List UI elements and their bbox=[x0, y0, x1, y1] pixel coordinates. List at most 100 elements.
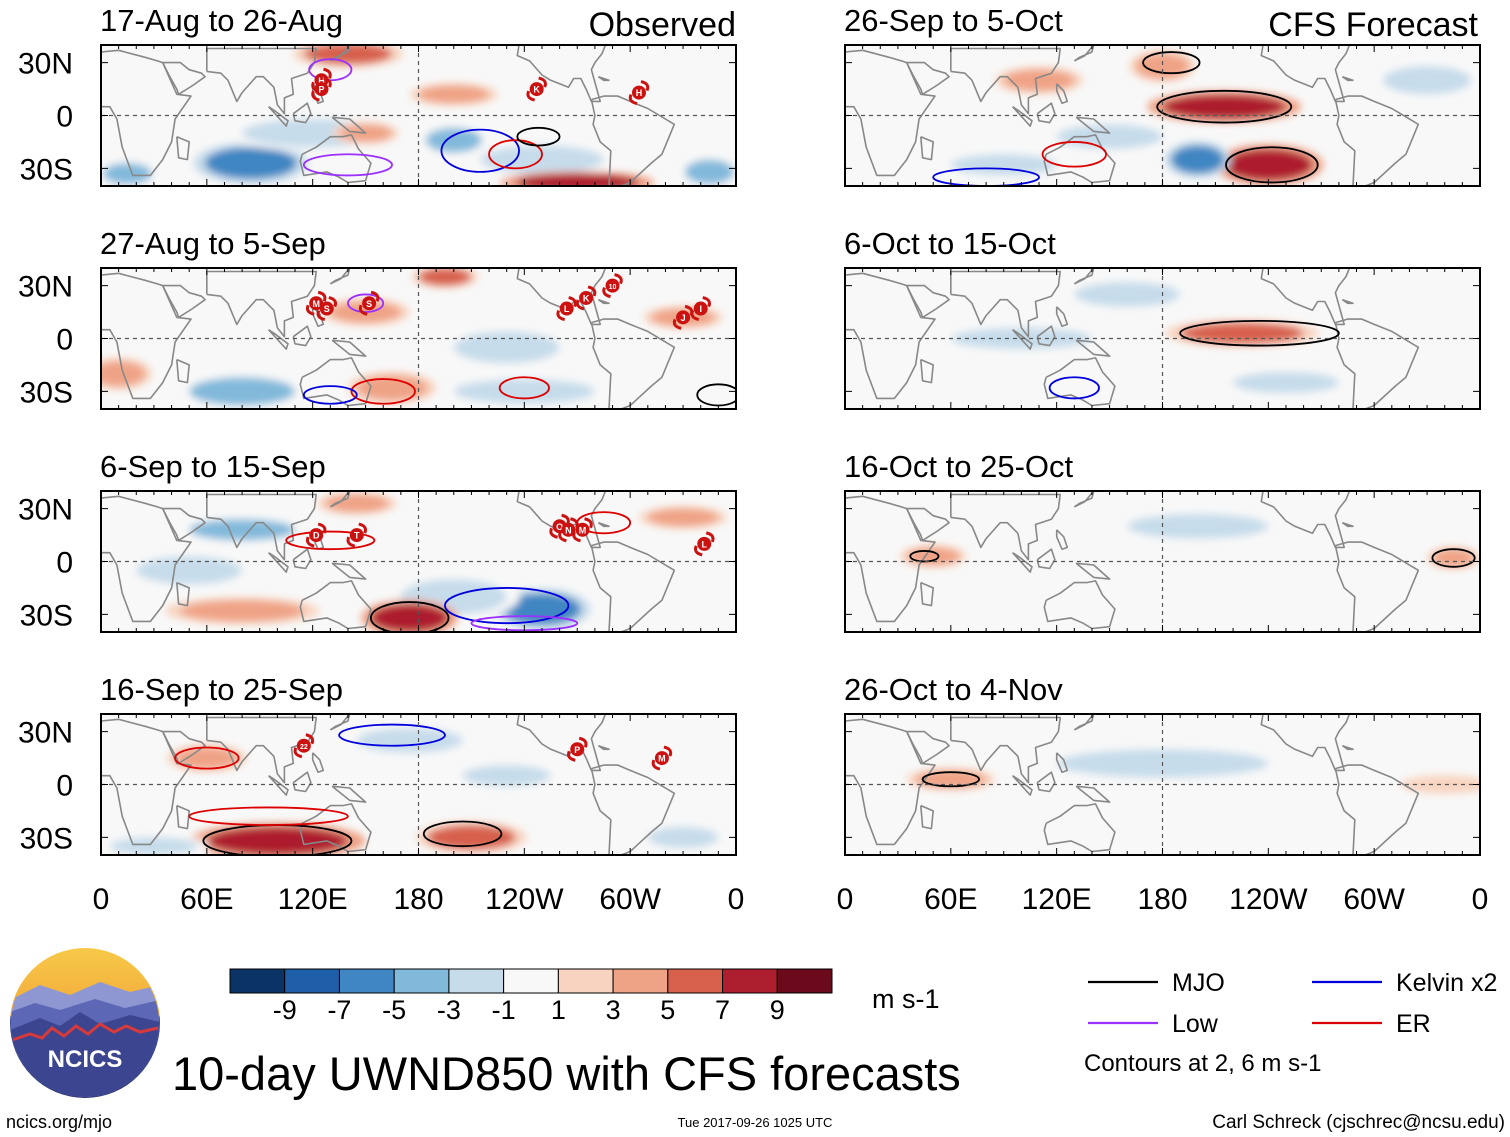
x-tick-label: 60E bbox=[180, 883, 233, 916]
footer-credit[interactable]: Carl Schreck (cjschrec@ncsu.edu) bbox=[1212, 1112, 1505, 1133]
x-tick-label: 120E bbox=[1022, 883, 1092, 916]
kelvin-contour bbox=[1048, 376, 1100, 400]
anomaly-shading bbox=[462, 765, 551, 787]
coastline bbox=[331, 116, 367, 134]
coastline bbox=[1260, 268, 1351, 326]
coastline bbox=[905, 61, 950, 96]
x-tick-label: 0 bbox=[1472, 883, 1489, 916]
storm-marker: M bbox=[651, 745, 673, 771]
storm-marker: H bbox=[628, 80, 650, 106]
anomaly-shading bbox=[418, 85, 490, 104]
mjo-contour bbox=[1142, 51, 1201, 75]
y-tick-label: 0 bbox=[56, 547, 73, 580]
coastline bbox=[329, 714, 351, 731]
coastline bbox=[329, 45, 351, 62]
x-tick-label: 60E bbox=[924, 883, 977, 916]
anomaly-shading bbox=[515, 173, 639, 186]
anomaly-shading bbox=[1171, 145, 1225, 174]
kelvin-contour bbox=[444, 587, 570, 625]
x-tick-label: 0 bbox=[93, 883, 110, 916]
anomaly-shading bbox=[1180, 816, 1357, 841]
coastline bbox=[1260, 45, 1351, 103]
coastline bbox=[299, 580, 372, 630]
kelvin-contour bbox=[302, 385, 358, 405]
anomaly-shading bbox=[356, 728, 463, 753]
coastline bbox=[1055, 83, 1069, 104]
colorbar-swatch bbox=[448, 968, 505, 994]
storm-marker: T bbox=[346, 522, 368, 548]
colorbar-swatch bbox=[557, 968, 614, 994]
anomaly-shading bbox=[189, 377, 296, 406]
coastline bbox=[299, 134, 372, 184]
coastline bbox=[950, 47, 1061, 115]
anomaly-shading bbox=[425, 127, 482, 153]
legend-label: MJO bbox=[1172, 969, 1225, 997]
colorbar-tick-label: 9 bbox=[770, 995, 785, 1025]
footer-url[interactable]: ncics.org/mjo bbox=[6, 1112, 112, 1132]
anomaly-shading bbox=[370, 603, 449, 632]
coastline bbox=[1012, 552, 1033, 573]
coastline bbox=[292, 548, 312, 570]
mjo-contour bbox=[921, 771, 980, 788]
colorbar-swatch bbox=[667, 968, 724, 994]
colorbar-units: m s-1 bbox=[872, 984, 940, 1014]
storm-label: 10 bbox=[609, 284, 617, 291]
coastline bbox=[905, 284, 950, 319]
coastline bbox=[1036, 102, 1056, 124]
anomaly-shading bbox=[942, 382, 1031, 401]
coastline bbox=[1055, 529, 1069, 550]
colorbar-swatch bbox=[284, 968, 340, 994]
storm-marker: M bbox=[572, 517, 593, 543]
coastline bbox=[1012, 775, 1033, 796]
storm-label: M bbox=[658, 754, 666, 764]
coastline bbox=[1036, 325, 1056, 347]
coastline bbox=[329, 268, 351, 285]
anomaly-shading bbox=[647, 508, 719, 527]
anomaly-shading bbox=[189, 519, 296, 541]
y-tick-label: 30S bbox=[20, 153, 73, 186]
coastline bbox=[1073, 491, 1095, 508]
y-tick-label: 0 bbox=[56, 770, 73, 803]
x-tick-label: 0 bbox=[728, 883, 745, 916]
y-tick-label: 30S bbox=[20, 599, 73, 632]
y-tick-label: 30N bbox=[18, 717, 73, 750]
legend-label: ER bbox=[1396, 1010, 1431, 1038]
coastline bbox=[311, 752, 325, 773]
er-contour bbox=[350, 378, 416, 405]
storm-marker: L bbox=[694, 531, 715, 557]
coastline bbox=[597, 75, 610, 82]
storm-label: D bbox=[313, 531, 320, 541]
coastline bbox=[1334, 95, 1420, 186]
storm-label: M bbox=[312, 299, 320, 309]
forecast-label: CFS Forecast bbox=[1268, 6, 1478, 44]
legend-note: Contours at 2, 6 m s-1 bbox=[1084, 1050, 1321, 1077]
coastline bbox=[950, 716, 1061, 784]
colorbar-tick-label: -1 bbox=[492, 995, 516, 1025]
anomaly-shading bbox=[1224, 148, 1313, 181]
storm-label: P bbox=[574, 745, 580, 755]
x-axis-labels: 0 60E 120E 180 120W 60W 0 0 60E 120E 180 120W 60W 0 bbox=[93, 883, 1489, 916]
legend-label: Low bbox=[1172, 1010, 1219, 1038]
storm-marker: I bbox=[690, 296, 711, 322]
coastline bbox=[1043, 580, 1116, 630]
coastline bbox=[845, 272, 936, 400]
coastline bbox=[1055, 306, 1069, 327]
coastline bbox=[268, 775, 289, 796]
y-tick-label: 0 bbox=[56, 324, 73, 357]
x-tick-label: 60W bbox=[1343, 883, 1405, 916]
coastline bbox=[1036, 771, 1056, 793]
coastline bbox=[206, 493, 317, 561]
coastline bbox=[1043, 134, 1116, 184]
coastline bbox=[268, 106, 289, 127]
y-tick-label: 30S bbox=[20, 376, 73, 409]
colorbar-tick-label: 5 bbox=[660, 995, 675, 1025]
storm-label: M bbox=[579, 525, 587, 535]
coastline bbox=[1341, 521, 1354, 528]
coastline bbox=[1341, 744, 1354, 751]
ncics-logo: NCICS bbox=[10, 948, 160, 1098]
er-contour bbox=[188, 806, 349, 826]
storm-marker: 22 bbox=[293, 733, 315, 759]
observed-label: Observed bbox=[589, 6, 736, 44]
er-contour bbox=[285, 530, 376, 551]
